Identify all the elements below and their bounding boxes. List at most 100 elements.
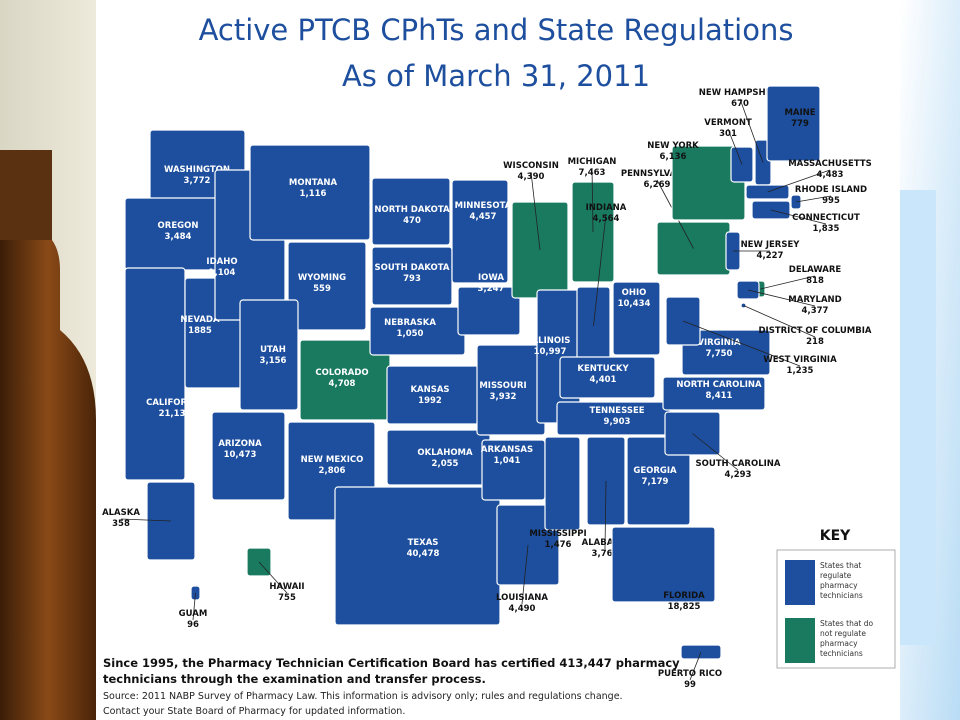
state-name: NEW YORK [647, 141, 699, 151]
state-name: WISCONSIN [503, 161, 559, 171]
state-count: 4,564 [593, 214, 620, 224]
state-name: NEW HAMPSHIRE [699, 88, 782, 98]
state-count: 3,932 [490, 392, 517, 402]
state-count: 218 [806, 337, 824, 347]
state-count: 9,903 [604, 417, 631, 427]
state-name: TENNESSEE [589, 406, 644, 416]
state-name: UTAH [260, 345, 286, 355]
state-name: GEORGIA [633, 466, 677, 476]
state-name: MASSACHUSETTS [788, 159, 872, 169]
key-heading: KEY [820, 528, 851, 544]
state-count: 2,055 [432, 459, 459, 469]
state-count: 301 [719, 129, 737, 139]
state-name: GUAM [179, 609, 208, 619]
leader-line [192, 592, 196, 621]
leader-line [689, 651, 702, 681]
state-count: 470 [403, 216, 421, 226]
state-name: DELAWARE [789, 265, 842, 275]
state-shape [249, 144, 371, 241]
state-count: 818 [806, 276, 824, 286]
state-count: 6,269 [644, 180, 671, 190]
state-name: SOUTH CAROLINA [696, 459, 781, 469]
key-swatch [785, 560, 815, 605]
summary-line: technicians through the examination and … [103, 672, 486, 686]
state-count: 10,434 [618, 299, 651, 309]
leader-line [521, 544, 529, 605]
state-name: OREGON [158, 221, 199, 231]
state-count: 3,156 [260, 356, 287, 366]
key-label: technicians [820, 649, 863, 658]
state-shape [612, 281, 661, 356]
state-count: 995 [822, 196, 840, 206]
key-label: regulate [820, 571, 852, 580]
leader-line [120, 518, 172, 522]
leader-line [739, 98, 764, 163]
state-count: 4,490 [509, 604, 536, 614]
state-count: 1,050 [397, 329, 424, 339]
state-count: 7,463 [579, 168, 606, 178]
leader-line [795, 195, 832, 203]
state-shape [766, 85, 821, 162]
state-count: 3,247 [478, 284, 505, 294]
state-count: 670 [731, 99, 749, 109]
leader-line [593, 213, 607, 327]
state-name: IDAHO [206, 257, 237, 267]
state-count: 1,116 [300, 189, 327, 199]
leader-line [692, 433, 739, 471]
state-count: 1885 [188, 326, 212, 336]
state-shape [239, 299, 299, 411]
state-shape [451, 179, 509, 284]
state-count: 4,293 [725, 470, 752, 480]
leader-line [591, 167, 594, 233]
state-name: RHODE ISLAND [795, 185, 867, 195]
state-count: 1,041 [494, 456, 521, 466]
state-count: 4,483 [817, 170, 844, 180]
bottle [0, 230, 96, 720]
leader-line [770, 209, 827, 225]
leader-line [530, 171, 541, 251]
state-name: ARKANSAS [481, 445, 533, 455]
state-count: 1,235 [787, 366, 814, 376]
bottle-neck [0, 150, 52, 240]
key-label: States that do [820, 619, 874, 628]
state-shape [611, 526, 716, 603]
state-name: SOUTH DAKOTA [375, 263, 450, 273]
state-name: WYOMING [298, 273, 346, 283]
state-name: OKLAHOMA [417, 448, 473, 458]
state-count: 10,997 [534, 347, 567, 357]
state-count: 1,476 [545, 540, 572, 550]
state-name: KENTUCKY [577, 364, 629, 374]
state-count: 6,136 [660, 152, 687, 162]
state-count: 1,104 [209, 268, 236, 278]
state-count: 2,806 [319, 466, 346, 476]
state-count: 4,401 [590, 375, 617, 385]
state-name: ALASKA [102, 508, 140, 518]
state-name: WEST VIRGINIA [763, 355, 837, 365]
state-name: MICHIGAN [568, 157, 617, 167]
state-name: LOUISIANA [496, 593, 548, 603]
state-count: 1992 [418, 396, 442, 406]
state-count: 40,478 [407, 549, 440, 559]
state-name: HAWAII [269, 582, 304, 592]
leader-line [682, 320, 801, 367]
key-swatch [785, 618, 815, 663]
state-count: 358 [112, 519, 130, 529]
key-frame [776, 549, 896, 669]
leader-line [604, 480, 607, 550]
state-shape [386, 365, 481, 425]
state-name: TEXAS [408, 538, 439, 548]
state-name: ILLINOIS [530, 336, 571, 346]
state-name: FLORIDA [663, 591, 705, 601]
state-count: 4,457 [470, 212, 497, 222]
state-count: 559 [313, 284, 331, 294]
state-name: NEBRASKA [384, 318, 436, 328]
state-name: OHIO [622, 288, 647, 298]
state-name: CONNECTICUT [792, 213, 860, 223]
state-count: 96 [187, 620, 199, 630]
state-count: 99 [684, 680, 696, 690]
state-shape [457, 286, 521, 336]
leader-line [760, 275, 816, 290]
